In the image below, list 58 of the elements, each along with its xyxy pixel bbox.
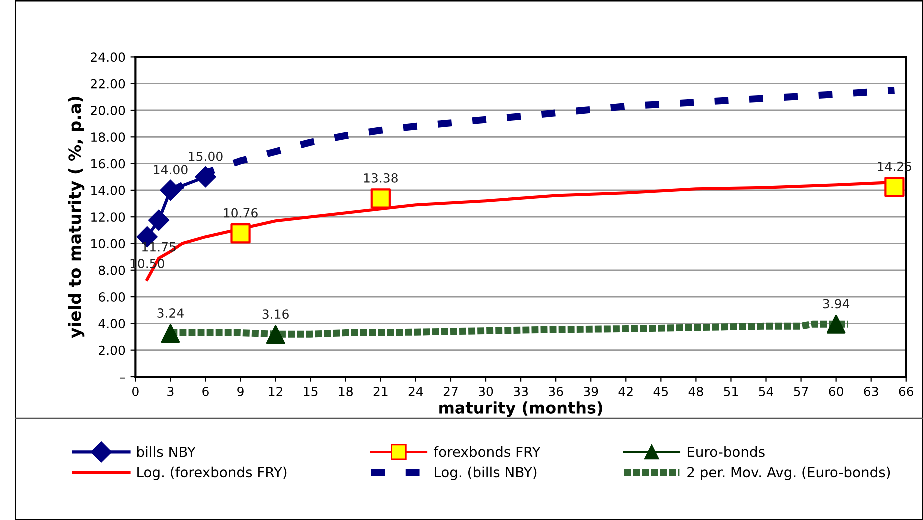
y-tick-label: 8.00	[98, 266, 126, 276]
x-tick-label: 3	[168, 386, 174, 396]
x-tick-label: 9	[238, 386, 244, 396]
y-tick-label: 22.00	[91, 79, 126, 89]
y-axis-title: yield to maturity ( %, p.a)	[68, 97, 85, 338]
legend-label: 2 per. Mov. Avg. (Euro-bonds)	[688, 466, 890, 480]
x-tick-label: 30	[479, 386, 494, 396]
y-tick-label: 4.00	[98, 319, 126, 329]
y-tick-label: 14.00	[92, 186, 126, 196]
x-tick-label: 63	[864, 386, 878, 396]
legend-label: Log. (forexbonds FRY)	[138, 466, 287, 480]
x-tick-label: 36	[549, 386, 564, 396]
x-tick-label: 60	[829, 386, 844, 396]
data-label: 15.00	[189, 152, 223, 162]
data-label: 3.16	[262, 310, 289, 320]
point	[884, 177, 905, 198]
x-tick-label: 42	[618, 386, 633, 396]
x-tick-label: 54	[759, 387, 774, 396]
x-tick-label: 33	[514, 386, 528, 396]
y-tick-label: –	[120, 378, 126, 379]
x-tick-label: 21	[374, 386, 388, 396]
x-tick-label: 15	[304, 387, 318, 396]
y-tick-label: 16.00	[92, 159, 126, 169]
x-tick-label: 18	[339, 386, 353, 396]
legend-label: forexbonds FRY	[434, 446, 541, 458]
legend-label: Log. (bills NBY)	[435, 466, 537, 480]
point	[161, 324, 180, 344]
y-tick-label: 12.00	[92, 212, 126, 222]
y-tick-label: 24.00	[91, 52, 126, 62]
x-tick-label: 12	[269, 386, 283, 396]
point	[266, 326, 286, 344]
x-tick-label: 39	[584, 386, 598, 396]
point	[370, 188, 391, 209]
data-label: 13.38	[364, 173, 398, 183]
point	[148, 210, 170, 231]
x-tick-label: 48	[688, 386, 704, 396]
x-tick-label: 6	[202, 386, 209, 396]
legend-label: Euro-bonds	[688, 446, 765, 458]
data-label: 3.24	[158, 308, 184, 318]
x-tick-label: 57	[794, 387, 808, 396]
point	[826, 315, 846, 334]
data-label: 10.76	[224, 208, 258, 218]
x-tick-label: 27	[444, 386, 458, 396]
data-label: 3.94	[823, 299, 850, 309]
x-tick-label: 0	[132, 386, 139, 396]
point	[230, 224, 251, 244]
x-tick-label: 24	[408, 386, 424, 396]
y-tick-label: 10.00	[92, 239, 126, 249]
y-tick-label: 6.00	[99, 292, 126, 302]
data-label: 14.00	[154, 165, 188, 175]
x-tick-label: 51	[724, 387, 738, 396]
x-tick-label: 45	[654, 387, 668, 396]
y-tick-label: 18.00	[92, 132, 126, 142]
legend-label: bills NBY	[137, 446, 196, 458]
y-tick-label: 20.00	[91, 106, 126, 116]
y-tick-label: 2.00	[99, 346, 126, 356]
x-axis-title: maturity (months)	[440, 402, 602, 418]
x-tick-label: 66	[899, 386, 914, 396]
